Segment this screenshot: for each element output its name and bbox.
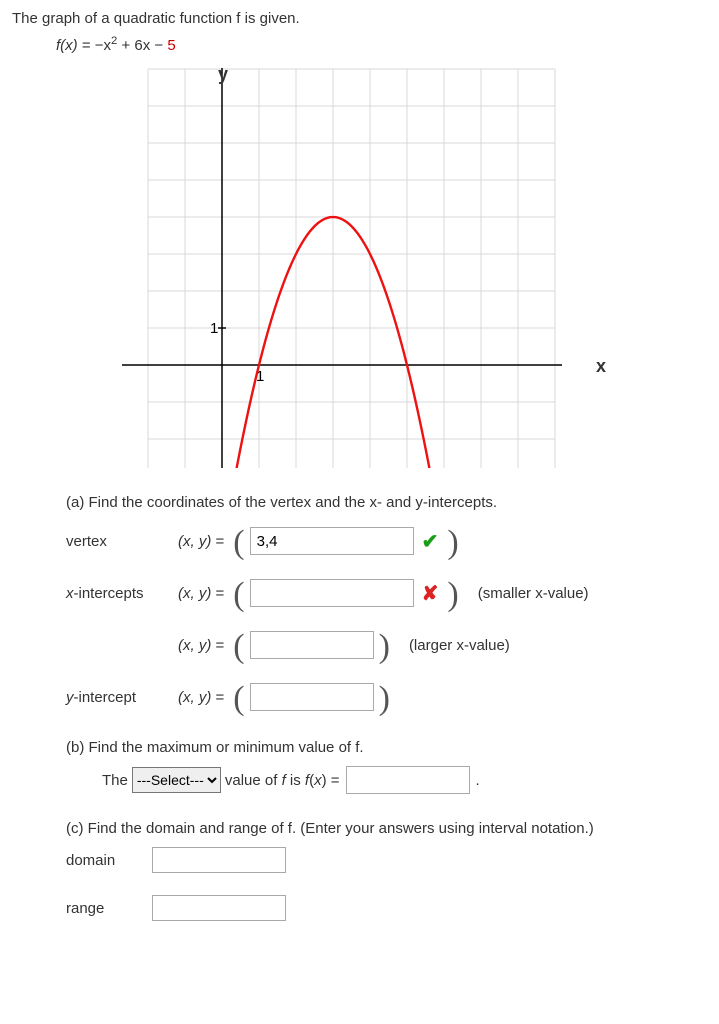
cross-icon: ✘ [422, 581, 439, 606]
part-b-answer: The ---Select--- value of f is f(x) = . [102, 766, 707, 794]
range-input[interactable] [152, 895, 286, 921]
intro-text: The graph of a quadratic function f is g… [12, 10, 707, 27]
graph-container: y x 11 [122, 68, 582, 476]
xint-large-input[interactable] [250, 631, 374, 659]
part-c-prompt: (c) Find the domain and range of f. (Ent… [66, 820, 707, 837]
domain-input[interactable] [152, 847, 286, 873]
yint-label: y-intercept [66, 689, 178, 706]
yint-input[interactable] [250, 683, 374, 711]
check-icon: ✔ [422, 529, 439, 554]
part-b-prompt: (b) Find the maximum or minimum value of… [66, 739, 707, 756]
domain-label: domain [66, 852, 150, 869]
xint-small-row: x-intercepts (x, y) = ( ✘ ) (smaller x-v… [66, 569, 706, 617]
vertex-row: vertex (x, y) = ( ✔ ) [66, 517, 706, 565]
quadratic-graph: 11 [122, 68, 562, 468]
y-axis-label: y [218, 64, 228, 85]
part-a-prompt: (a) Find the coordinates of the vertex a… [66, 494, 706, 511]
xint-small-input[interactable] [250, 579, 414, 607]
maxmin-select[interactable]: ---Select--- [132, 767, 221, 793]
xy-prefix: (x, y) = [178, 533, 224, 550]
yint-row: y-intercept (x, y) = ( ) [66, 673, 706, 721]
equation: f(x) = −x2 + 6x − 5 [56, 35, 707, 54]
larger-note: (larger x-value) [409, 637, 510, 654]
extreme-value-input[interactable] [346, 766, 470, 794]
range-row: range [66, 895, 707, 921]
vertex-label: vertex [66, 533, 107, 550]
range-label: range [66, 900, 150, 917]
vertex-input[interactable] [250, 527, 414, 555]
smaller-note: (smaller x-value) [478, 585, 589, 602]
xint-label: x-intercepts [66, 585, 178, 602]
x-axis-label: x [596, 356, 606, 377]
svg-text:1: 1 [210, 320, 218, 337]
xint-large-row: (x, y) = ( ) (larger x-value) [66, 621, 706, 669]
domain-row: domain [66, 847, 707, 873]
